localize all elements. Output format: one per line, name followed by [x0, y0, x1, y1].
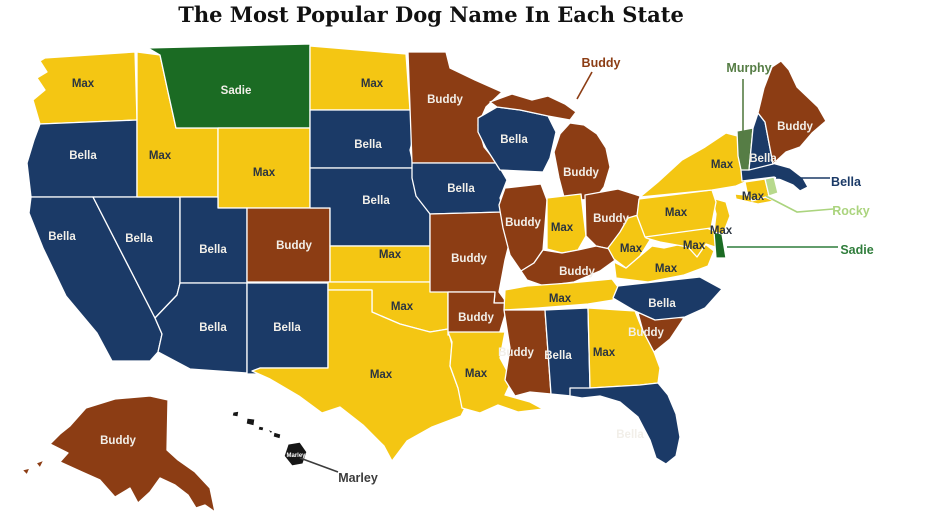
state-co: [246, 207, 331, 283]
state-vt: [736, 127, 754, 171]
state-tx: [251, 289, 467, 462]
state-tn: [503, 278, 619, 311]
callout-line-ri: [765, 195, 834, 213]
callout-label-de: Sadie: [840, 243, 873, 257]
page-title: The Most Popular Dog Name In Each State: [178, 2, 684, 27]
state-de: [713, 231, 727, 259]
hawaii-island-label: Marley: [286, 453, 306, 459]
callout-label-vt: Murphy: [726, 61, 771, 75]
state-ct: [744, 178, 770, 202]
state-nc: [612, 276, 723, 321]
state-fl: [569, 382, 681, 465]
state-or: [26, 119, 138, 198]
state-ia: [411, 162, 508, 215]
callout-label-mi: Buddy: [582, 56, 621, 70]
callout-line-mi: [576, 71, 593, 100]
state-in: [546, 193, 587, 254]
state-ms: [503, 309, 552, 397]
state-ak: [21, 395, 216, 513]
state-nd: [309, 45, 411, 111]
state-mt: [147, 43, 311, 129]
state-ut: [179, 196, 248, 284]
state-ma: [740, 162, 809, 192]
state-sd: [309, 109, 417, 169]
state-ks: [329, 245, 435, 283]
state-al: [544, 307, 591, 398]
callout-label-hi: Marley: [338, 471, 378, 485]
callout-label-ri: Rocky: [832, 204, 870, 218]
state-hi: [231, 410, 308, 467]
state-mi: [489, 93, 611, 202]
callout-line-hi: [299, 457, 339, 473]
callout-label-ma: Bella: [831, 175, 862, 189]
state-nm: [246, 282, 329, 375]
state-label-fl: Bella: [616, 429, 644, 441]
state-me: [757, 60, 827, 165]
state-wa: [32, 51, 138, 125]
state-wy: [217, 127, 311, 209]
state-mo: [429, 211, 513, 304]
state-la: [447, 331, 544, 414]
state-nj: [711, 197, 731, 235]
